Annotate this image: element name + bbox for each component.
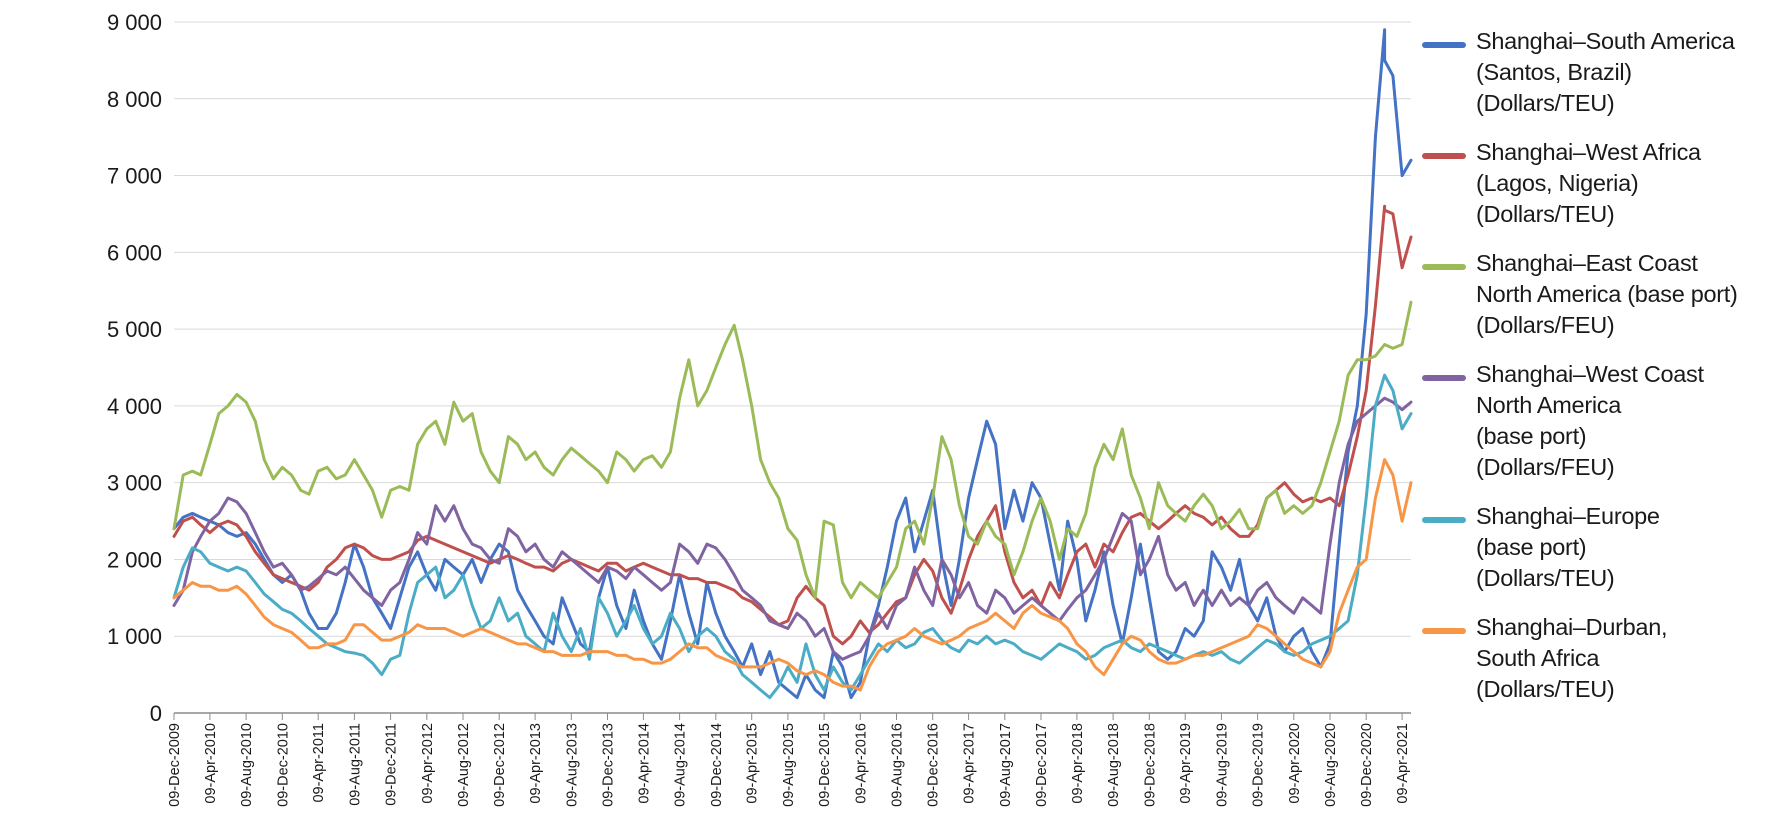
- x-tick-label: 09-Dec-2019: [1251, 723, 1267, 807]
- x-tick-label: 09-Dec-2020: [1359, 723, 1375, 807]
- y-tick-label: 9 000: [107, 10, 162, 35]
- legend-swatch: [1422, 264, 1466, 270]
- x-tick-label: 09-Apr-2014: [636, 723, 652, 804]
- y-tick-label: 5 000: [107, 317, 162, 342]
- y-tick-label: 6 000: [107, 240, 162, 265]
- legend-label: Shanghai–Europe (base port) (Dollars/TEU…: [1476, 503, 1660, 591]
- x-tick-label: 09-Apr-2020: [1287, 723, 1303, 804]
- legend-item: Shanghai–West Africa (Lagos, Nigeria) (D…: [1422, 137, 1767, 230]
- y-tick-label: 3 000: [107, 471, 162, 496]
- x-tick-label: 09-Apr-2011: [311, 723, 327, 803]
- y-tick-label: 2 000: [107, 547, 162, 572]
- x-tick-label: 09-Aug-2014: [673, 723, 689, 807]
- legend-swatch: [1422, 153, 1466, 159]
- legend-label: Shanghai–South America (Santos, Brazil) …: [1476, 28, 1735, 116]
- x-tick-label: 09-Aug-2018: [1106, 723, 1122, 807]
- x-tick-label: 09-Dec-2018: [1142, 723, 1158, 807]
- x-tick-label: 09-Aug-2015: [781, 723, 797, 807]
- x-tick-label: 09-Aug-2020: [1323, 723, 1339, 807]
- series-line-6: [172, 458, 1413, 692]
- legend: Shanghai–South America (Santos, Brazil) …: [1422, 26, 1767, 723]
- x-tick-label: 09-Aug-2017: [998, 723, 1014, 807]
- x-tick-label: 09-Apr-2018: [1070, 723, 1086, 804]
- legend-label: Shanghai–East Coast North America (base …: [1476, 250, 1738, 338]
- x-tick-label: 09-Dec-2009: [167, 723, 183, 807]
- series-line-4: [172, 396, 1413, 661]
- x-axis: 09-Dec-2009 09-Apr-2010 09-Aug-2010 09-Dec-…: [167, 712, 1411, 807]
- x-tick-label: 09-Apr-2017: [962, 723, 978, 804]
- x-tick-label: 09-Dec-2011: [384, 723, 400, 806]
- x-tick-label: 09-Aug-2010: [239, 723, 255, 807]
- x-tick-label: 09-Aug-2011: [347, 723, 363, 806]
- legend-label: Shanghai–West Coast North America (base …: [1476, 361, 1704, 480]
- legend-item: Shanghai–East Coast North America (base …: [1422, 248, 1767, 341]
- x-tick-label: 09-Apr-2012: [420, 723, 436, 804]
- legend-swatch: [1422, 517, 1466, 523]
- y-tick-label: 8 000: [107, 87, 162, 112]
- x-tick-label: 09-Apr-2015: [745, 723, 761, 804]
- y-axis-ticks: 0 1 000 2 000 3 000 4 000 5 000 6 000 7 000 8 00…: [107, 10, 162, 726]
- legend-swatch: [1422, 628, 1466, 634]
- legend-label: Shanghai–West Africa (Lagos, Nigeria) (D…: [1476, 139, 1701, 227]
- x-tick-label: 09-Aug-2012: [456, 723, 472, 807]
- x-tick-label: 09-Dec-2010: [275, 723, 291, 807]
- x-tick-label: 09-Aug-2019: [1214, 723, 1230, 807]
- x-tick-label: 09-Apr-2021: [1395, 723, 1411, 804]
- x-tick-label: 09-Dec-2015: [817, 723, 833, 807]
- series-line-1: [172, 28, 1413, 700]
- y-tick-label: 1 000: [107, 624, 162, 649]
- series-line-2: [172, 204, 1413, 646]
- series-line-3: [172, 300, 1413, 600]
- legend-label: Shanghai–Durban, South Africa (Dollars/T…: [1476, 614, 1668, 702]
- x-tick-label: 09-Dec-2012: [492, 723, 508, 807]
- legend-swatch: [1422, 42, 1466, 48]
- gridlines: [174, 21, 1411, 637]
- x-tick-label: 09-Apr-2013: [528, 723, 544, 804]
- y-tick-label: 4 000: [107, 394, 162, 419]
- x-tick-label: 09-Aug-2013: [564, 723, 580, 807]
- y-tick-label: 0: [150, 701, 162, 726]
- legend-item: Shanghai–Durban, South Africa (Dollars/T…: [1422, 612, 1767, 705]
- series-line-5: [172, 373, 1413, 700]
- x-tick-label: 09-Dec-2016: [926, 723, 942, 807]
- x-tick-label: 09-Aug-2016: [889, 723, 905, 807]
- legend-swatch: [1422, 375, 1466, 381]
- x-tick-label: 09-Apr-2016: [853, 723, 869, 804]
- legend-item: Shanghai–West Coast North America (base …: [1422, 359, 1767, 483]
- legend-item: Shanghai–South America (Santos, Brazil) …: [1422, 26, 1767, 119]
- x-tick-label: 09-Apr-2010: [203, 723, 219, 804]
- series-lines: [172, 28, 1413, 700]
- y-tick-label: 7 000: [107, 164, 162, 189]
- x-tick-label: 09-Apr-2019: [1178, 723, 1194, 804]
- x-tick-label: 09-Dec-2014: [709, 723, 725, 807]
- x-tick-label: 09-Dec-2017: [1034, 723, 1050, 807]
- x-tick-label: 09-Dec-2013: [600, 723, 616, 807]
- legend-item: Shanghai–Europe (base port) (Dollars/TEU…: [1422, 501, 1767, 594]
